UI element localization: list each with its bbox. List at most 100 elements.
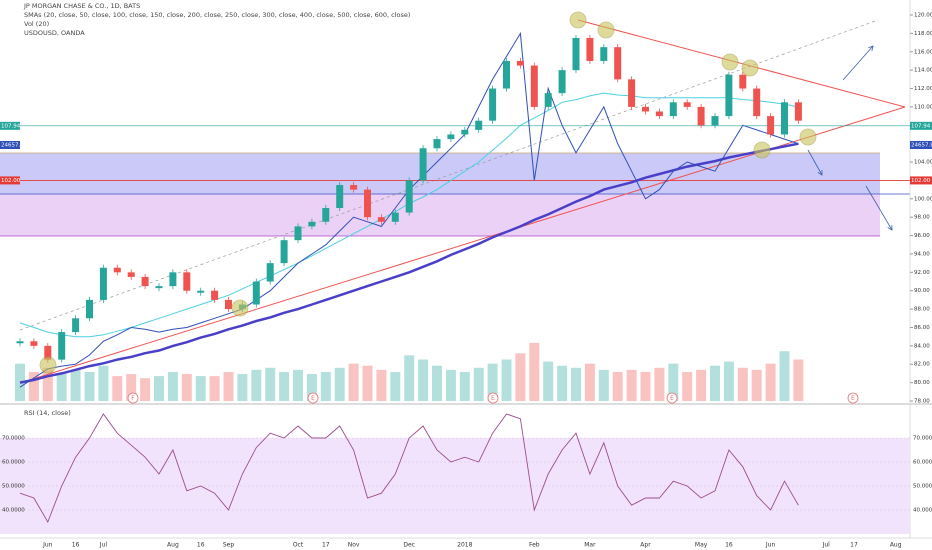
candle — [211, 290, 219, 300]
candle — [503, 60, 510, 89]
candle — [169, 272, 177, 287]
volume-bar — [418, 359, 429, 401]
candle — [252, 281, 260, 305]
x-tick-label: 16 — [725, 542, 733, 549]
volume-bar — [432, 365, 442, 401]
y-tick-label: 112.00 — [914, 86, 932, 92]
volume-bar — [293, 369, 303, 401]
x-tick-label: 17 — [322, 542, 330, 549]
candle — [586, 37, 594, 61]
x-tick-label: Jul — [99, 542, 108, 549]
volume-bar — [668, 363, 679, 401]
candle — [642, 106, 649, 112]
trend-line — [577, 19, 906, 108]
level-label: 102.00 — [911, 178, 931, 184]
x-tick-label: 16 — [197, 542, 205, 549]
y-tick-label: 94.00 — [914, 251, 930, 257]
candle — [683, 102, 691, 107]
candle — [141, 276, 149, 287]
y-tick-label-left: 50.0000 — [2, 484, 25, 490]
overlay-label-badge — [0, 141, 20, 149]
candle — [447, 134, 455, 140]
event-marker — [487, 392, 499, 404]
volume-bar — [626, 369, 637, 401]
volume-bar — [529, 342, 540, 401]
candle — [461, 129, 469, 135]
x-tick-label: Sep — [223, 542, 235, 549]
y-tick-label: 86.00 — [914, 325, 930, 331]
candle — [489, 88, 497, 121]
x-tick-label: Jun — [765, 542, 776, 549]
candle — [127, 272, 135, 277]
x-tick-label: Mar — [584, 542, 596, 549]
volume-bar — [654, 367, 665, 401]
candle — [725, 74, 733, 117]
event-label: E — [670, 395, 674, 402]
candle — [197, 290, 205, 293]
highlight — [721, 53, 739, 71]
candle — [294, 226, 302, 241]
candle — [266, 263, 274, 282]
volume-bar — [320, 371, 331, 401]
y-tick-label: 90.00 — [914, 288, 930, 294]
volume-bar — [334, 367, 345, 401]
volume-bar — [487, 363, 498, 401]
volume-bar — [154, 376, 164, 401]
candle — [391, 212, 399, 222]
volume-bar — [751, 369, 762, 401]
volume-bar — [306, 374, 317, 401]
candle — [781, 102, 788, 135]
overlay-label: 24657.8 — [911, 143, 932, 149]
overlay-label-badge — [910, 141, 932, 149]
level-label-badge — [910, 176, 932, 185]
highlight — [799, 128, 817, 146]
volume-bar — [723, 361, 734, 401]
highlight — [569, 11, 587, 29]
volume-bar — [140, 378, 151, 401]
last-price-label-badge — [0, 121, 20, 130]
x-tick-label: Aug — [890, 542, 902, 549]
y-tick-label: 50.0000 — [913, 484, 932, 490]
event-label: E — [311, 395, 315, 402]
volume-bar — [445, 369, 456, 401]
last-price-label: 107.94 — [911, 123, 931, 129]
event-label: E — [851, 395, 855, 402]
volume-bar — [237, 374, 248, 401]
candle — [30, 341, 38, 346]
x-tick-label: Feb — [529, 542, 540, 549]
y-tick-label: 120.00 — [914, 13, 932, 19]
y-tick-label: 116.00 — [914, 49, 932, 55]
volume-bar — [362, 365, 373, 401]
x-tick-label: May — [695, 542, 708, 549]
last-price-label: 107.94 — [1, 123, 21, 129]
x-tick-label: 16 — [72, 542, 80, 549]
candle — [336, 185, 344, 208]
y-tick-label: 104.00 — [914, 160, 932, 166]
candle — [405, 180, 413, 213]
volume-bar — [765, 363, 776, 401]
volume-bar — [265, 367, 276, 401]
candle — [655, 111, 663, 117]
candle — [364, 189, 371, 218]
volume-bar — [126, 374, 137, 401]
highlight — [753, 141, 771, 159]
y-tick-label: 70.0000 — [913, 436, 932, 442]
candle — [600, 47, 608, 61]
trend-dashed — [19, 19, 879, 331]
y-tick-label: 118.00 — [914, 31, 932, 37]
candle — [628, 79, 636, 107]
candle — [280, 240, 288, 264]
volume-bar — [28, 371, 39, 401]
candle — [58, 332, 66, 360]
zone-pink — [0, 194, 880, 236]
x-tick-label: Apr — [640, 542, 651, 549]
y-tick-label: 110.00 — [914, 104, 932, 110]
volume-bar — [376, 369, 387, 401]
candle — [516, 60, 524, 66]
candle — [155, 286, 163, 289]
candle — [350, 185, 358, 190]
volume-bar — [348, 363, 359, 401]
sma-line — [19, 142, 799, 384]
level-label-badge — [0, 176, 20, 185]
volume-bar — [279, 371, 290, 401]
